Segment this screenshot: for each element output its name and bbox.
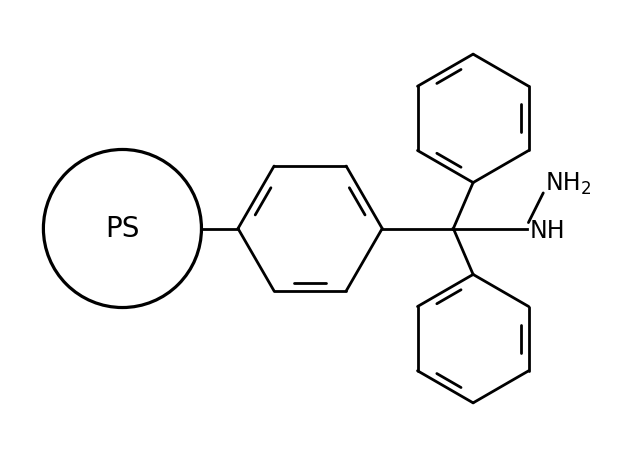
Text: NH: NH: [529, 219, 565, 244]
Text: NH: NH: [545, 171, 581, 195]
Text: 2: 2: [580, 180, 591, 198]
Text: PS: PS: [105, 214, 140, 243]
